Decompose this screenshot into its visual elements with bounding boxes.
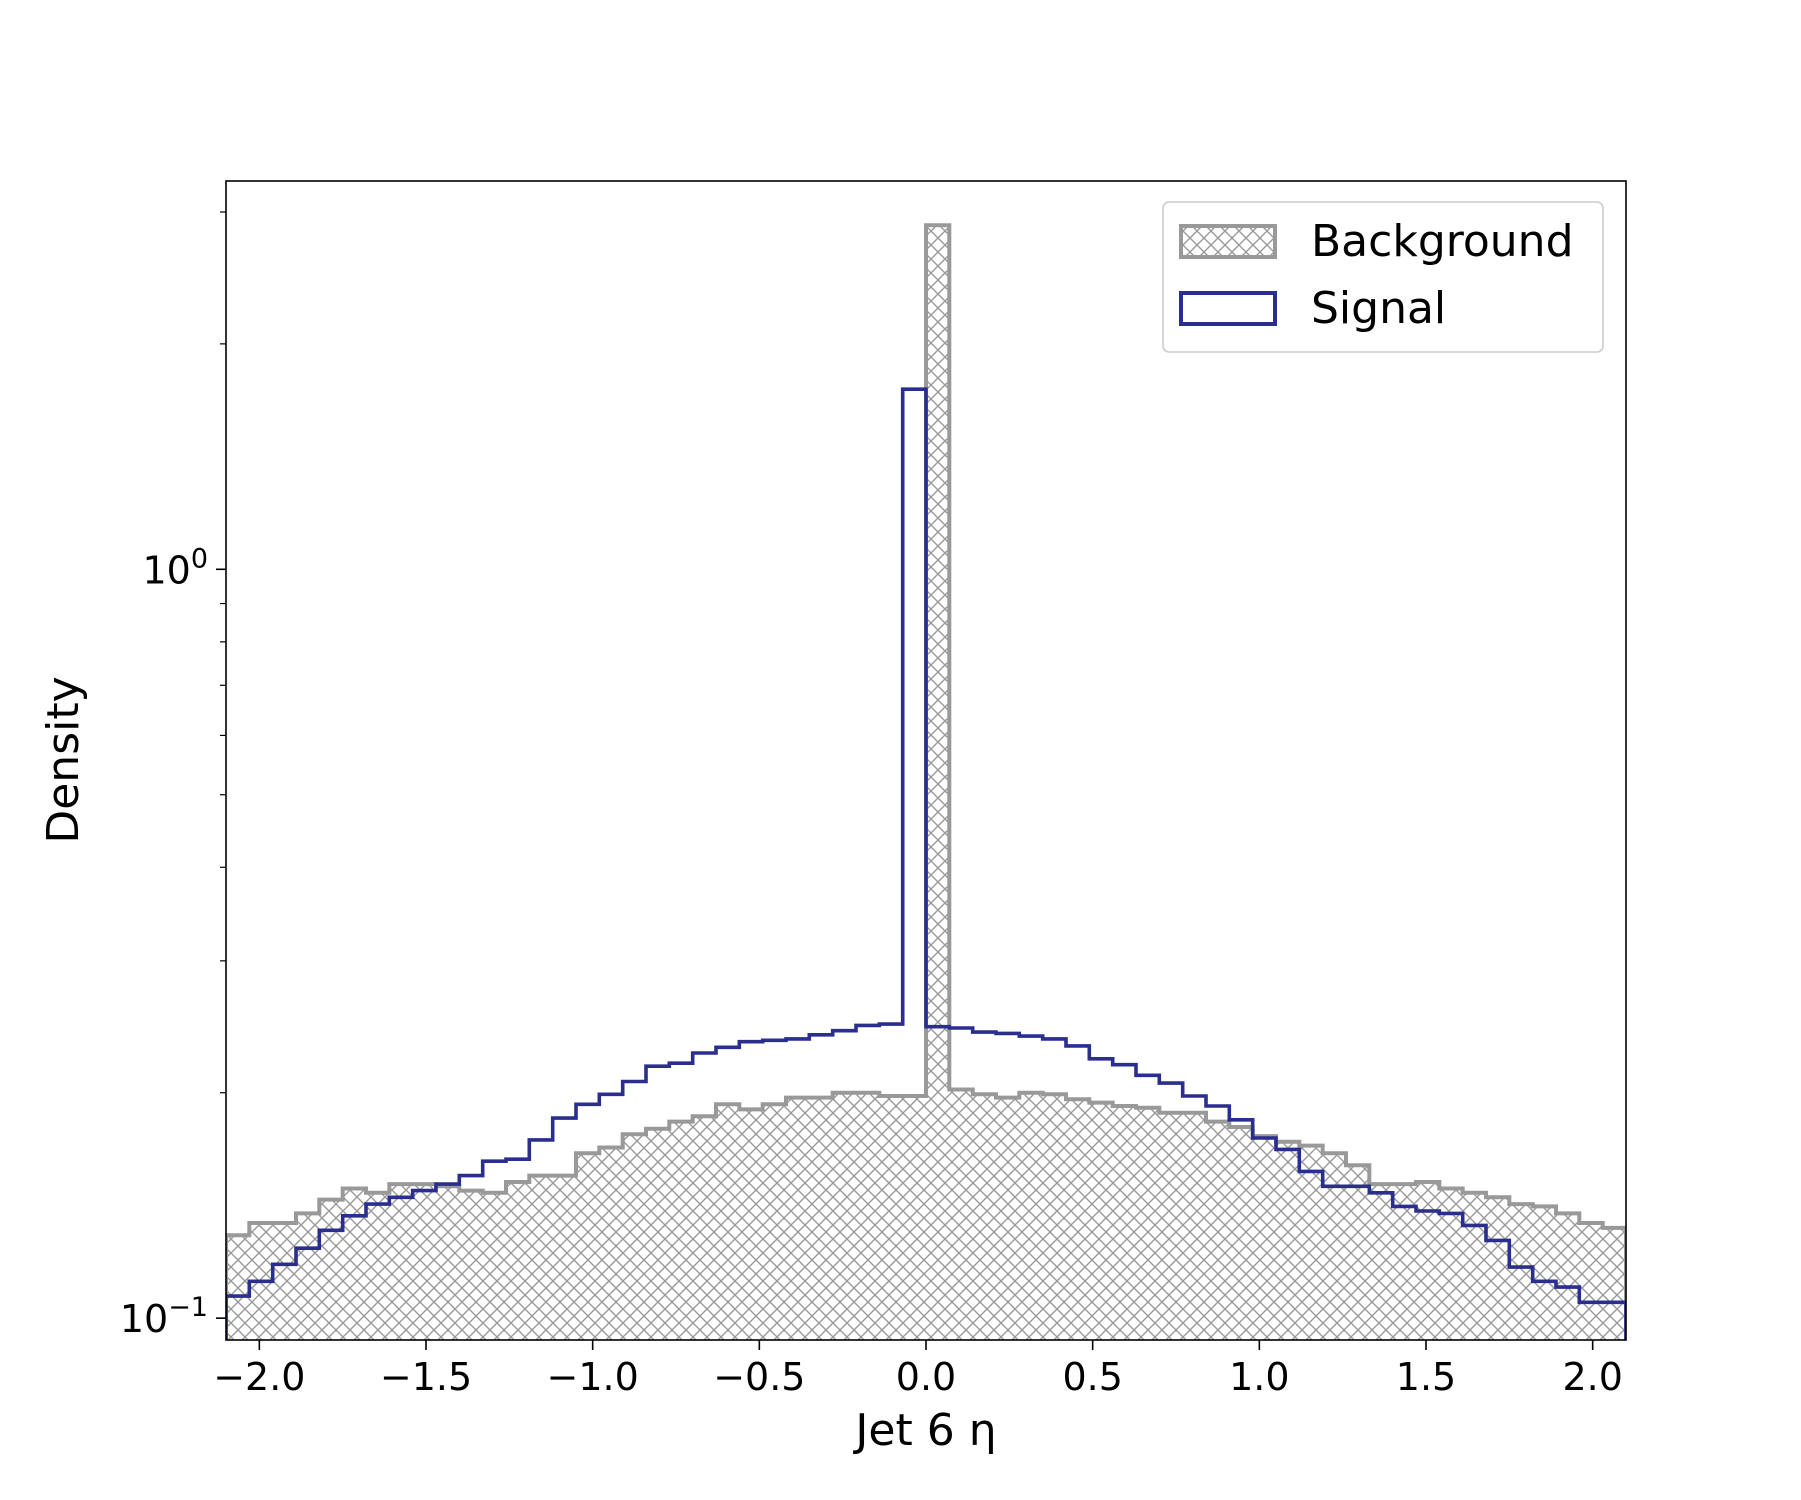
- legend-swatch-background: [1179, 224, 1277, 259]
- histogram-bin-signal: [1416, 1211, 1439, 1340]
- histogram-bin-signal: [1113, 1065, 1136, 1340]
- series-background-line: [226, 223, 1626, 1340]
- legend-swatch-signal: [1179, 291, 1277, 326]
- histogram-bin-signal: [1463, 1225, 1486, 1340]
- histogram-bin-signal: [1579, 1302, 1602, 1340]
- histogram-bin-signal: [1136, 1075, 1159, 1340]
- histogram-bin-signal: [786, 1039, 809, 1340]
- histogram-bin-signal: [693, 1053, 716, 1340]
- histogram-bin-signal: [483, 1161, 506, 1340]
- histogram-bin-signal: [1019, 1036, 1042, 1340]
- histogram-bin-signal: [529, 1140, 552, 1340]
- histogram-bin-signal: [319, 1230, 342, 1340]
- histogram-bin-signal: [716, 1047, 739, 1340]
- x-tick-label: 1.0: [1229, 1355, 1289, 1399]
- histogram-bin-signal: [1089, 1059, 1112, 1340]
- x-tick-label: 1.5: [1396, 1355, 1456, 1399]
- histogram-bin-signal: [623, 1082, 646, 1341]
- histogram-bin-signal: [413, 1191, 436, 1340]
- legend-label-signal: Signal: [1311, 283, 1446, 334]
- x-tick-label: 0.5: [1062, 1355, 1122, 1399]
- x-tick-label: −2.0: [213, 1355, 305, 1399]
- histogram-bin-signal: [366, 1204, 389, 1340]
- histogram-bin-signal: [1393, 1206, 1416, 1340]
- histogram-bin-signal: [459, 1176, 482, 1340]
- histogram-bin-signal: [553, 1118, 576, 1340]
- histogram-bin-signal: [1486, 1240, 1509, 1340]
- histogram-bin-signal: [1533, 1281, 1556, 1340]
- histogram-bin-signal: [856, 1025, 879, 1340]
- histogram-bin-signal: [296, 1248, 319, 1340]
- histogram-bin-signal: [1556, 1287, 1579, 1340]
- y-tick-label: 100: [142, 543, 208, 592]
- legend: Background Signal: [1162, 201, 1604, 353]
- y-axis: 100 10−1: [120, 211, 226, 1341]
- histogram-bin-signal: [903, 389, 926, 1340]
- x-axis-label: Jet 6 η: [852, 1405, 996, 1456]
- y-axis-label: Density: [38, 676, 89, 843]
- x-tick-label: −0.5: [713, 1355, 805, 1399]
- plot-area: [226, 223, 1626, 1341]
- histogram-bin-signal: [879, 1024, 902, 1340]
- x-axis: −2.0 −1.5 −1.0 −0.5 0.0 0.5 1.0 1.5 2.0: [213, 1340, 1623, 1399]
- histogram-bin-signal: [1253, 1138, 1276, 1340]
- histogram-bin-signal: [763, 1040, 786, 1340]
- histogram-bin-signal: [996, 1033, 1019, 1340]
- histogram-bin-signal: [973, 1032, 996, 1340]
- histogram-bin-signal: [1229, 1120, 1252, 1340]
- histogram-bin-signal: [646, 1066, 669, 1340]
- histogram-bin-signal: [436, 1184, 459, 1340]
- histogram-bin-signal: [1369, 1193, 1392, 1340]
- histogram-bin-signal: [576, 1104, 599, 1340]
- histogram-bin-signal: [1066, 1046, 1089, 1340]
- histogram-bin-signal: [1183, 1096, 1206, 1340]
- histogram-bin-signal: [1206, 1106, 1229, 1340]
- histogram-bin-signal: [506, 1159, 529, 1340]
- histogram-bin-signal: [1276, 1149, 1299, 1340]
- histogram-bin-signal: [226, 1296, 249, 1340]
- histogram-bin-signal: [1159, 1083, 1182, 1340]
- histogram-bin-signal: [926, 1027, 949, 1340]
- histogram-bin-signal: [599, 1094, 622, 1340]
- histogram-bin-signal: [739, 1042, 762, 1340]
- x-tick-label: −1.5: [380, 1355, 472, 1399]
- x-tick-label: 0.0: [896, 1355, 956, 1399]
- histogram-bin-signal: [273, 1264, 296, 1340]
- x-tick-label: −1.0: [547, 1355, 639, 1399]
- histogram-bin-signal: [1299, 1171, 1322, 1340]
- histogram-bin-signal: [249, 1281, 272, 1340]
- histogram-bin-signal: [809, 1035, 832, 1340]
- histogram-bin-signal: [343, 1216, 366, 1340]
- histogram-bin-signal: [1323, 1186, 1346, 1340]
- histogram-bin-signal: [1043, 1039, 1066, 1340]
- series-signal: [226, 387, 1626, 1341]
- histogram-bin-signal: [1603, 1302, 1626, 1340]
- histogram-bin-signal: [833, 1031, 856, 1340]
- histogram-bin-signal: [669, 1063, 692, 1340]
- x-tick-label: 2.0: [1562, 1355, 1622, 1399]
- y-tick-label: 10−1: [120, 1292, 208, 1341]
- histogram-bin-signal: [389, 1197, 412, 1340]
- legend-label-background: Background: [1311, 216, 1574, 267]
- histogram-bin-signal: [949, 1028, 972, 1340]
- series-signal-line: [226, 387, 1626, 1340]
- histogram-bin-signal: [1346, 1186, 1369, 1340]
- histogram-bin-signal: [1509, 1267, 1532, 1340]
- histogram-bin-signal: [1439, 1213, 1462, 1340]
